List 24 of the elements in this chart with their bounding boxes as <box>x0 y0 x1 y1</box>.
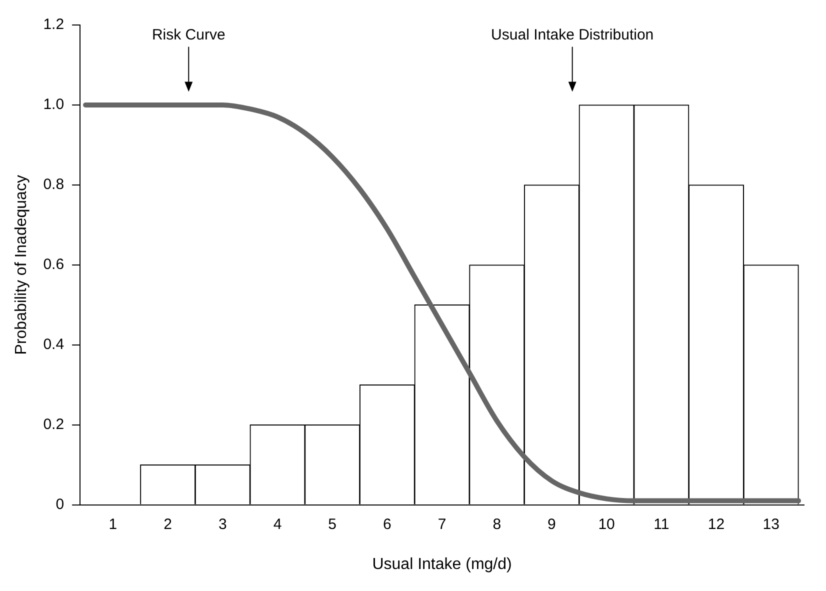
x-tick-label: 2 <box>164 516 172 533</box>
x-axis-title: Usual Intake (mg/d) <box>372 556 512 573</box>
x-tick-label: 13 <box>762 516 780 533</box>
y-tick-label: 0.4 <box>43 336 64 354</box>
annotation: Risk Curve <box>152 26 226 44</box>
y-tick-label: 1.2 <box>43 16 64 34</box>
y-axis-title: Probability of Inadequacy <box>13 175 30 355</box>
x-tick-label: 9 <box>548 516 556 533</box>
x-tick-label: 8 <box>492 516 502 533</box>
y-tick-label: 0 <box>56 496 64 513</box>
x-tick-label: 5 <box>328 516 337 533</box>
x-tick-label: 11 <box>654 516 670 533</box>
annotation: Usual Intake Distribution <box>491 26 654 44</box>
x-tick-label: 7 <box>438 516 446 533</box>
x-tick-label: 6 <box>383 516 392 533</box>
y-tick-label: 0.6 <box>43 256 64 274</box>
y-tick-label: 0.2 <box>43 416 64 433</box>
x-tick-label: 3 <box>218 516 227 533</box>
x-tick-label: 1 <box>108 516 118 533</box>
y-tick-label: 0.8 <box>43 176 64 194</box>
x-tick-label: 4 <box>273 516 282 533</box>
x-tick-label: 10 <box>598 516 615 533</box>
y-tick-label: 1.0 <box>43 96 64 114</box>
x-tick-label: 12 <box>708 516 725 533</box>
